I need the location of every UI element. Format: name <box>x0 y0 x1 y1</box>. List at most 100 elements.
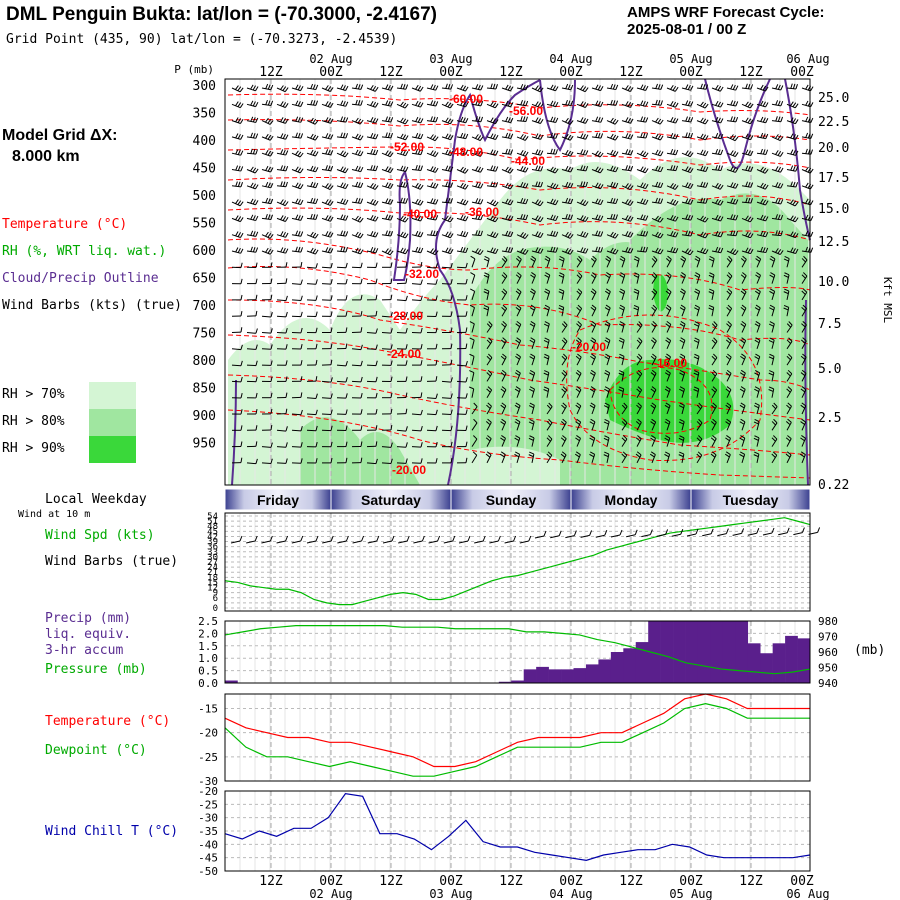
wind-barb <box>261 117 274 125</box>
height-axis-label: Kft MSL <box>881 277 894 324</box>
wind-barb <box>604 369 611 382</box>
pressure-line <box>224 625 811 675</box>
wind-barb <box>426 198 439 205</box>
precip-tick-5: 2.5 <box>198 615 218 628</box>
bottom-hour-label-9: 00Z <box>790 874 814 889</box>
wind-barb <box>336 230 349 237</box>
surface-wind-barb-flag-2 <box>269 535 273 542</box>
wind-barb <box>456 360 468 367</box>
wind-barb <box>306 181 319 189</box>
wind-barb <box>528 418 535 431</box>
pressure-right-tick-0: 980 <box>818 615 838 628</box>
surface-wind-barb-flag-26 <box>634 529 638 535</box>
wind-barb <box>591 132 604 139</box>
wind-barb <box>457 311 468 317</box>
wind-barb <box>381 328 393 334</box>
wind-barb <box>501 230 514 238</box>
wind-barb <box>636 182 649 190</box>
wind-barb <box>381 312 393 318</box>
wind-barb <box>664 435 671 447</box>
wind-barb <box>800 337 807 350</box>
wind-barb <box>321 149 334 156</box>
surface-wind-barb-flag-27 <box>649 529 653 535</box>
wind-barb <box>591 100 604 107</box>
surface-wind-barb-flag-3 <box>285 535 289 542</box>
wind-barb <box>471 435 478 447</box>
wind-barb <box>411 392 423 399</box>
temperature-contour-9 <box>227 374 811 456</box>
wind-barb <box>786 133 799 141</box>
precip-bar-22 <box>498 681 512 683</box>
wind-barb <box>441 197 453 204</box>
surface-wind-barb-35 <box>762 532 773 536</box>
wind-barb <box>725 435 731 447</box>
wind-barb <box>604 386 610 398</box>
top-hour-label-2: 12Z <box>379 65 403 80</box>
wind-barb <box>396 311 408 318</box>
wind-barb <box>336 132 349 139</box>
surface-wind-barb-22 <box>565 535 575 539</box>
wind-barb <box>786 386 793 398</box>
wind-barb <box>306 231 319 239</box>
wind-barb <box>366 294 378 301</box>
wind-barb <box>651 181 664 189</box>
wind-barb <box>606 231 619 239</box>
surface-wind-barb-7 <box>337 540 347 544</box>
wind-barb <box>786 353 793 366</box>
wind-barb <box>650 418 657 431</box>
weekday-label-2: Sunday <box>486 492 537 508</box>
wind-barb <box>500 386 507 398</box>
wind-barb <box>366 84 379 92</box>
precip-sub1: liq. equiv. <box>45 627 132 642</box>
wind-barb <box>306 311 318 318</box>
wind-barb <box>681 230 694 237</box>
wind-barb <box>543 353 550 366</box>
temperature-contour-7 <box>227 299 811 391</box>
wind-barb <box>232 425 243 431</box>
wind-barb <box>561 337 568 350</box>
height-tick-2: 20.0 <box>818 141 849 156</box>
wind-barb <box>231 393 243 399</box>
wind-barb <box>261 442 273 448</box>
height-tick-6: 10.0 <box>818 275 849 290</box>
wind-tick-12: 39 <box>207 538 218 548</box>
wind-barb <box>801 132 814 139</box>
wind-barb <box>590 255 597 268</box>
wind-barb <box>441 165 454 172</box>
wind-barb <box>486 101 499 109</box>
wind-barb <box>471 402 478 415</box>
temperature-contour-3 <box>227 177 811 206</box>
wind-barb <box>589 451 596 464</box>
wind-barb <box>336 393 348 399</box>
wind-barb <box>441 377 453 383</box>
wind-tick-1: 6 <box>213 594 218 604</box>
wind-barb <box>754 304 761 317</box>
wind-barb <box>769 288 776 301</box>
bottom-date-label-0: 02 Aug <box>309 887 352 900</box>
wind-barb <box>321 377 333 383</box>
top-date-label-1: 03 Aug <box>429 52 472 66</box>
wind-barb <box>441 133 454 141</box>
wind-barb <box>679 337 686 349</box>
wind-tick-16: 51 <box>207 517 218 527</box>
wind-barb <box>336 182 349 190</box>
surface-wind-barb-0 <box>230 540 241 544</box>
wind-barb <box>292 360 303 366</box>
wind-barb <box>800 418 807 431</box>
bottom-date-label-1: 03 Aug <box>429 887 472 900</box>
wind-barb <box>469 337 475 349</box>
wind-barb <box>576 231 589 238</box>
wind-barb <box>561 99 574 107</box>
precip-bar-36 <box>673 621 686 683</box>
wind-barb <box>441 262 453 269</box>
wind-barb <box>740 304 747 317</box>
wind-barb <box>277 376 288 382</box>
surface-wind-barb-12 <box>413 540 423 544</box>
surface-wind-barb-28 <box>656 533 666 537</box>
wind-barb <box>351 441 363 448</box>
wind-barb <box>366 214 379 222</box>
surface-wind-barb-2 <box>261 540 271 544</box>
wind-barb <box>276 149 289 156</box>
wind-barb <box>321 183 334 191</box>
wind-barb <box>604 353 611 366</box>
